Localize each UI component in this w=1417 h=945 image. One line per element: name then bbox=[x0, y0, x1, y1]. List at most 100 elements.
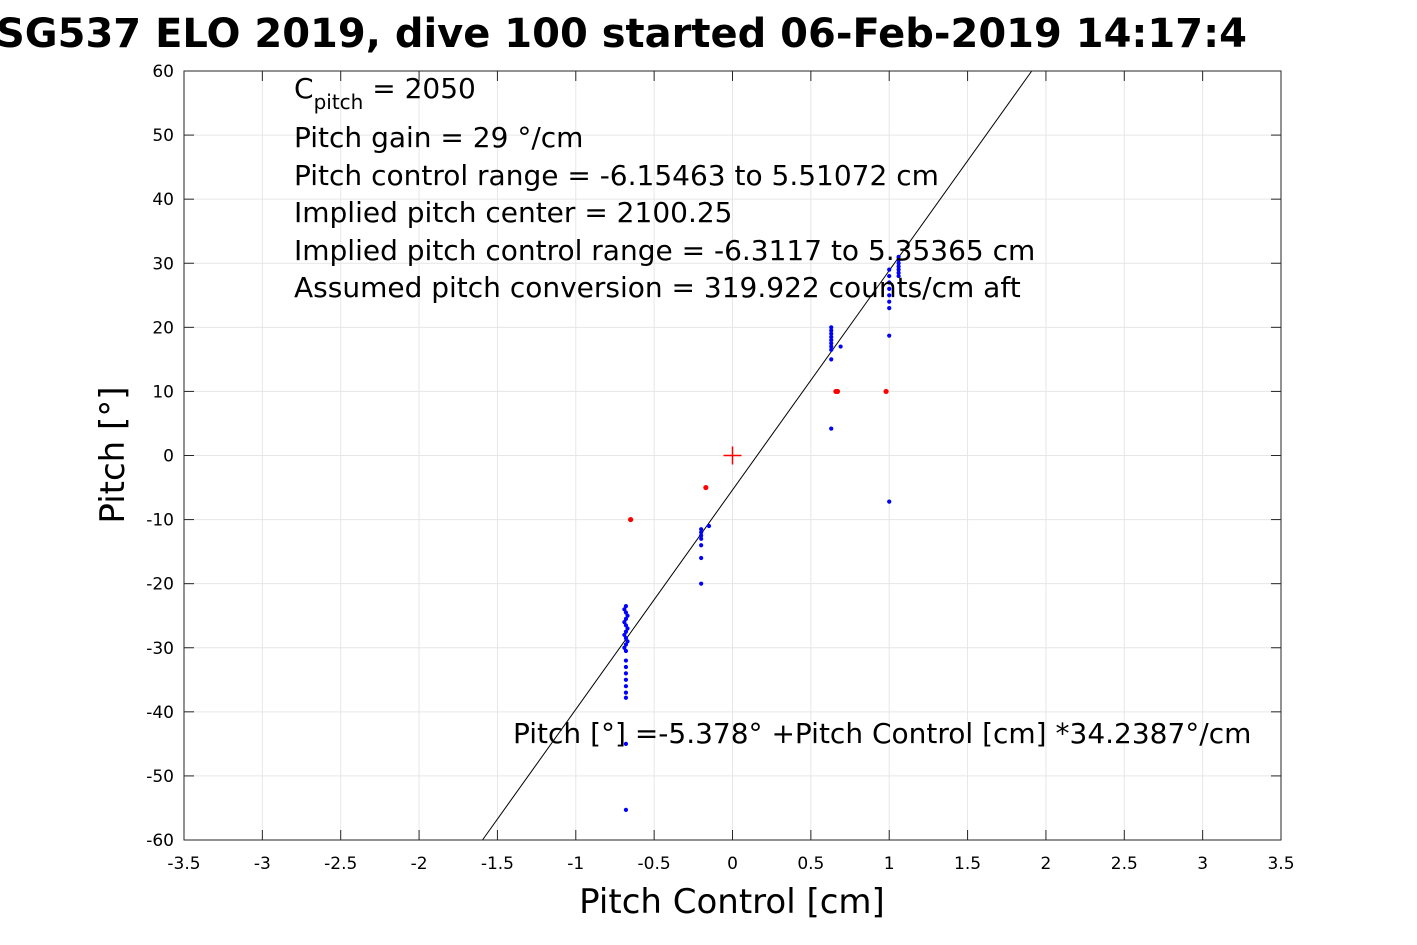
data-point bbox=[896, 254, 901, 259]
data-point bbox=[622, 607, 627, 612]
data-point bbox=[623, 642, 629, 647]
data-point bbox=[887, 293, 892, 298]
data-point bbox=[623, 623, 629, 628]
data-point bbox=[887, 299, 892, 304]
y-tick-label: 10 bbox=[152, 382, 174, 402]
x-tick-label: -3 bbox=[254, 854, 271, 874]
x-tick-label: -2.5 bbox=[324, 854, 357, 874]
axis-ticks bbox=[183, 70, 1282, 841]
x-tick-label: 1 bbox=[884, 854, 895, 874]
data-point bbox=[623, 690, 629, 695]
y-tick-label: 30 bbox=[152, 254, 174, 274]
data-point bbox=[623, 807, 629, 812]
data-point bbox=[628, 516, 634, 523]
data-point bbox=[622, 645, 627, 650]
data-point bbox=[623, 671, 629, 676]
data-point bbox=[829, 331, 834, 336]
data-point bbox=[623, 616, 629, 622]
data-point bbox=[622, 632, 627, 638]
data-point bbox=[887, 499, 892, 504]
fit-line-layer bbox=[482, 70, 1033, 841]
data-point bbox=[699, 555, 704, 561]
data-point bbox=[623, 636, 629, 641]
y-tick-label: 50 bbox=[152, 126, 174, 146]
assumed-pitch-conversion-annotation: Assumed pitch conversion = 319.922 count… bbox=[294, 271, 1021, 304]
x-tick-label: 2 bbox=[1041, 854, 1052, 874]
fit-equation-annotation: Pitch [°] =-5.378° +Pitch Control [cm] *… bbox=[513, 717, 1251, 750]
y-tick-label: 20 bbox=[152, 318, 174, 338]
data-point bbox=[623, 648, 629, 654]
fit-line bbox=[482, 70, 1033, 841]
data-point bbox=[699, 530, 704, 535]
data-point bbox=[896, 270, 901, 275]
chart-title: SG537 ELO 2019, dive 100 started 06-Feb-… bbox=[0, 11, 1247, 57]
data-point bbox=[829, 334, 834, 340]
y-tick-label: -10 bbox=[146, 511, 174, 531]
y-tick-label: -20 bbox=[146, 575, 174, 595]
pitch-gain-annotation: Pitch gain = 29 °/cm bbox=[294, 121, 583, 154]
data-point bbox=[896, 267, 901, 272]
y-tick-label: -30 bbox=[146, 639, 174, 659]
data-point bbox=[623, 629, 629, 634]
x-tick-label: -2 bbox=[411, 854, 428, 874]
c-pitch-annotation: Cpitch = 2050 bbox=[294, 72, 476, 114]
x-tick-label: -1.5 bbox=[481, 854, 514, 874]
c-pitch-value: = 2050 bbox=[363, 72, 476, 105]
x-tick-labels: -3.5 -3 -2.5 -2 -1.5 -1 -0.5 0 0.5 1 1.5 2 2.5 3 3.5 bbox=[167, 854, 1294, 874]
data-point bbox=[623, 741, 629, 746]
data-point bbox=[623, 684, 629, 689]
data-point bbox=[829, 347, 834, 352]
data-point bbox=[622, 620, 627, 625]
data-point bbox=[896, 273, 901, 279]
pitch-control-range-annotation: Pitch control range = -6.15463 to 5.5107… bbox=[294, 159, 939, 192]
x-tick-label: -1 bbox=[567, 854, 584, 874]
data-point bbox=[887, 333, 892, 338]
data-point bbox=[829, 338, 834, 343]
data-point bbox=[623, 695, 629, 700]
c-pitch-main: C bbox=[294, 72, 314, 105]
y-tick-label: 40 bbox=[152, 190, 174, 210]
y-tick-label: 0 bbox=[163, 447, 174, 467]
data-point bbox=[887, 286, 892, 291]
data-point bbox=[896, 261, 901, 266]
x-tick-label: 3 bbox=[1197, 854, 1208, 874]
y-tick-label: -50 bbox=[146, 767, 174, 787]
data-point bbox=[829, 328, 834, 333]
data-point bbox=[834, 388, 841, 395]
data-point bbox=[623, 610, 629, 615]
data-point bbox=[887, 306, 892, 311]
data-point bbox=[887, 267, 892, 272]
data-point bbox=[625, 626, 630, 631]
x-tick-label: 0 bbox=[727, 854, 738, 874]
data-point bbox=[699, 581, 704, 586]
data-point bbox=[883, 388, 889, 395]
y-tick-label: 60 bbox=[152, 62, 174, 82]
data-point bbox=[829, 325, 834, 330]
data-point bbox=[623, 658, 629, 663]
x-axis-label: Pitch Control [cm] bbox=[579, 882, 885, 922]
x-tick-label: -3.5 bbox=[167, 854, 200, 874]
data-point bbox=[829, 341, 834, 346]
implied-pitch-control-range-annotation: Implied pitch control range = -6.3117 to… bbox=[294, 234, 1035, 267]
data-point bbox=[887, 273, 892, 279]
x-tick-label: 1.5 bbox=[954, 854, 981, 874]
data-point bbox=[703, 484, 709, 491]
data-point bbox=[896, 264, 901, 269]
implied-pitch-center-annotation: Implied pitch center = 2100.25 bbox=[294, 196, 732, 229]
data-point bbox=[896, 257, 901, 263]
y-axis-label: Pitch [°] bbox=[93, 386, 133, 523]
x-tick-label: 0.5 bbox=[797, 854, 824, 874]
x-tick-label: 3.5 bbox=[1267, 854, 1294, 874]
c-pitch-subscript: pitch bbox=[314, 90, 364, 114]
data-point bbox=[706, 523, 712, 529]
x-tick-label: -0.5 bbox=[638, 854, 671, 874]
data-point bbox=[699, 527, 704, 532]
center-marker-layer bbox=[723, 446, 742, 465]
data-point bbox=[829, 426, 834, 431]
y-tick-label: -60 bbox=[146, 831, 174, 851]
data-point bbox=[829, 344, 834, 349]
data-point bbox=[625, 639, 630, 644]
data-point bbox=[623, 677, 629, 682]
data-point bbox=[829, 357, 834, 362]
